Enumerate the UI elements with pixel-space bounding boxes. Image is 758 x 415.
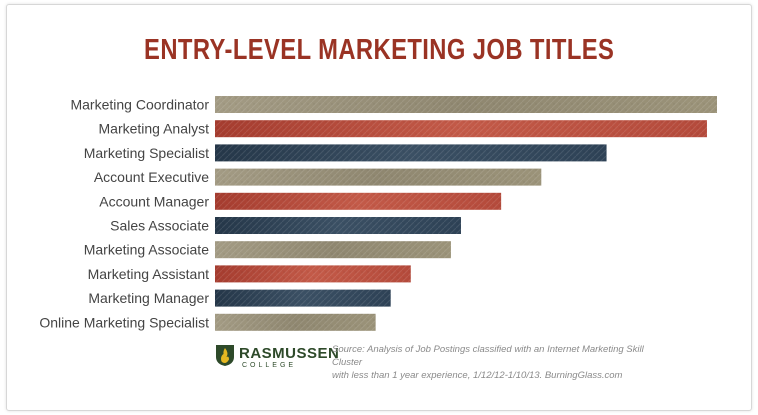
source-note: Source: Analysis of Job Postings classif…	[332, 343, 662, 382]
category-label: Marketing Analyst	[99, 121, 210, 137]
category-label: Sales Associate	[110, 218, 209, 234]
bar-texture	[215, 192, 502, 210]
source-line-2: with less than 1 year experience, 1/12/1…	[332, 370, 623, 381]
bar-texture	[215, 144, 607, 162]
category-label: Marketing Associate	[84, 242, 209, 258]
bar-texture	[215, 265, 411, 283]
bar-texture	[215, 289, 391, 307]
category-label: Marketing Assistant	[88, 266, 209, 282]
bar-texture	[215, 96, 717, 113]
brand-subtitle: COLLEGE	[242, 362, 297, 369]
bar-texture	[215, 313, 376, 331]
bar-texture	[215, 217, 461, 234]
category-label: Marketing Specialist	[84, 145, 209, 161]
bar-texture	[215, 120, 707, 138]
category-label: Marketing Coordinator	[70, 97, 209, 113]
category-label: Online Marketing Specialist	[39, 314, 209, 330]
category-label: Account Manager	[99, 193, 209, 209]
rasmussen-flame-logo-icon	[216, 345, 234, 366]
category-label: Marketing Manager	[88, 290, 209, 306]
chart-title: ENTRY-LEVEL MARKETING JOB TITLES	[144, 34, 615, 66]
category-label: Account Executive	[94, 169, 209, 185]
bar-texture	[215, 241, 451, 259]
source-line-1: Source: Analysis of Job Postings classif…	[332, 344, 644, 368]
brand-name: RASMUSSEN	[239, 345, 340, 362]
bar-texture	[215, 168, 542, 186]
